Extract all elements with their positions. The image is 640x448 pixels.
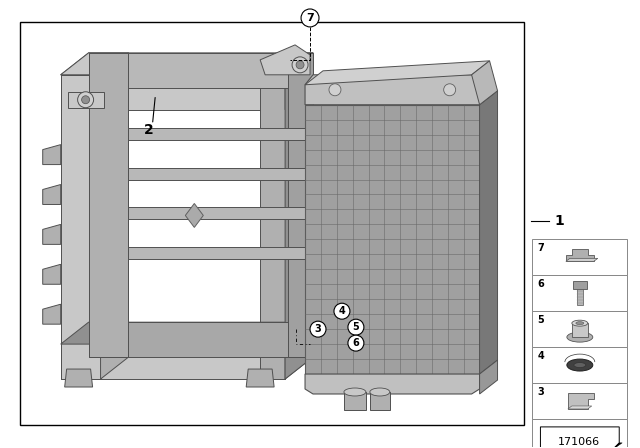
Polygon shape [68,92,104,108]
Polygon shape [88,53,313,88]
Ellipse shape [567,359,593,371]
Polygon shape [479,360,497,394]
Polygon shape [43,145,61,164]
Polygon shape [129,247,308,259]
Polygon shape [260,75,285,379]
Circle shape [296,61,304,69]
Circle shape [348,319,364,335]
Polygon shape [186,203,204,228]
Polygon shape [61,53,313,75]
Text: 3: 3 [315,324,321,334]
Polygon shape [43,264,61,284]
Polygon shape [88,322,313,357]
Circle shape [334,303,350,319]
Bar [532,347,627,383]
Ellipse shape [344,388,366,396]
Circle shape [310,321,326,337]
Text: 4: 4 [339,306,346,316]
Polygon shape [129,207,308,220]
Polygon shape [61,75,285,110]
Polygon shape [285,322,313,379]
Ellipse shape [576,322,584,325]
Text: 5: 5 [353,322,359,332]
Text: 5: 5 [538,315,544,325]
Text: 6: 6 [353,338,359,348]
Polygon shape [566,250,594,261]
Circle shape [348,335,364,351]
Bar [573,281,587,289]
Polygon shape [43,185,61,204]
Polygon shape [65,369,93,387]
Polygon shape [260,45,310,75]
Polygon shape [43,304,61,324]
Bar [532,419,627,448]
Polygon shape [100,53,129,379]
Text: 4: 4 [538,351,544,361]
Text: 6: 6 [538,279,544,289]
Bar [370,392,390,410]
Ellipse shape [567,332,593,342]
Polygon shape [285,53,313,379]
Circle shape [301,9,319,27]
Ellipse shape [370,388,390,396]
Polygon shape [43,224,61,244]
Polygon shape [612,443,622,448]
Bar [20,22,524,425]
Bar [344,392,366,410]
Polygon shape [88,53,129,357]
Bar [532,311,627,347]
Bar [532,239,627,275]
Polygon shape [246,369,274,387]
Bar [577,289,583,305]
Bar [305,105,479,374]
Circle shape [292,57,308,73]
Bar [572,323,588,337]
Polygon shape [479,91,497,374]
Circle shape [82,96,90,104]
Bar [532,383,627,419]
Polygon shape [540,427,620,448]
Polygon shape [61,75,100,379]
Polygon shape [305,75,479,105]
Polygon shape [129,128,308,140]
Text: 171066: 171066 [558,437,600,447]
Polygon shape [61,344,285,379]
Polygon shape [285,53,313,110]
Text: 7: 7 [538,243,544,254]
Polygon shape [260,53,313,75]
Circle shape [444,84,456,96]
Text: 1: 1 [554,215,564,228]
Polygon shape [472,61,497,105]
Ellipse shape [574,362,586,367]
Polygon shape [305,374,479,394]
Circle shape [77,92,93,108]
Text: 7: 7 [306,13,314,23]
Polygon shape [288,53,313,357]
Polygon shape [566,258,598,261]
Circle shape [329,84,341,96]
Polygon shape [129,168,308,180]
Bar [532,275,627,311]
Polygon shape [568,393,594,409]
Polygon shape [568,406,592,409]
Polygon shape [305,61,490,85]
Polygon shape [61,322,313,344]
Ellipse shape [572,320,588,326]
Text: 3: 3 [538,387,544,397]
Polygon shape [61,53,129,75]
Text: 2: 2 [143,123,154,137]
